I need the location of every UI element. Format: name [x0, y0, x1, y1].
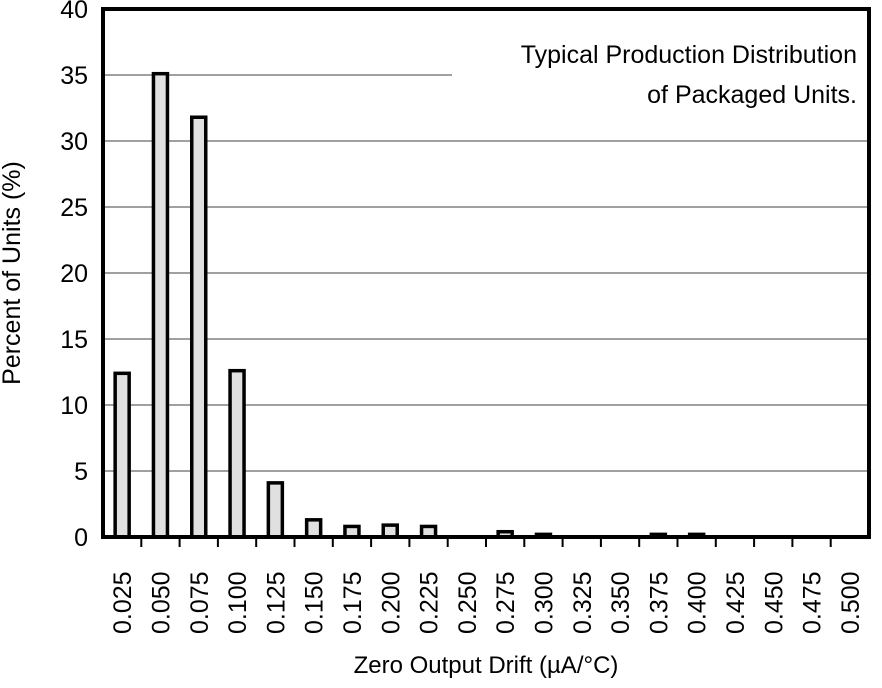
bar	[266, 481, 285, 539]
x-tick-label: 0.150	[301, 571, 329, 634]
x-tick-label: 0.450	[760, 571, 788, 634]
y-axis-ticks: 0 5 10 15 20 25 30 35 40	[60, 0, 88, 552]
bars	[113, 71, 706, 539]
x-tick-label: 0.200	[377, 571, 405, 634]
annotation-box: Typical Production Distribution of Packa…	[452, 22, 868, 122]
x-tick-label: 0.250	[454, 571, 482, 634]
y-tick-label: 15	[60, 326, 88, 354]
x-tick-label: 0.175	[339, 571, 367, 634]
x-tick-label: 0.500	[837, 571, 865, 634]
x-tick-label: 0.425	[722, 571, 750, 634]
x-tick-label: 0.350	[607, 571, 635, 634]
y-tick-label: 25	[60, 194, 88, 222]
y-tick-label: 40	[60, 0, 88, 24]
y-tick-label: 35	[60, 62, 88, 90]
x-tick-label: 0.400	[684, 571, 712, 634]
bar	[304, 518, 323, 539]
bar	[151, 71, 170, 539]
x-tick-label: 0.300	[530, 571, 558, 634]
y-tick-label: 0	[74, 524, 88, 552]
x-tick-label: 0.475	[799, 571, 827, 634]
bar	[190, 115, 208, 539]
gridlines	[103, 74, 869, 472]
bar	[113, 371, 131, 539]
x-tick-label: 0.075	[186, 571, 214, 634]
y-tick-label: 10	[60, 392, 88, 420]
x-tick-label: 0.125	[262, 571, 290, 634]
x-axis-title: Zero Output Drift (µA/°C)	[354, 652, 619, 679]
x-tick-label: 0.275	[492, 571, 520, 634]
y-axis-title: Percent of Units (%)	[0, 161, 26, 385]
x-axis-ticks: 0.025 0.050 0.075 0.100 0.125 0.150 0.175 0.200…	[109, 537, 865, 634]
y-tick-label: 5	[74, 458, 88, 486]
x-tick-label: 0.025	[109, 571, 137, 634]
x-tick-label: 0.225	[416, 571, 444, 634]
y-tick-label: 30	[60, 128, 88, 156]
y-tick-label: 20	[60, 260, 88, 288]
x-tick-label: 0.050	[147, 571, 175, 634]
annotation-line-2: of Packaged Units.	[647, 81, 857, 109]
x-tick-label: 0.375	[645, 571, 673, 634]
annotation-line-1: Typical Production Distribution	[521, 41, 857, 69]
x-tick-label: 0.325	[569, 571, 597, 634]
x-tick-label: 0.100	[224, 571, 252, 634]
bar	[228, 368, 246, 539]
